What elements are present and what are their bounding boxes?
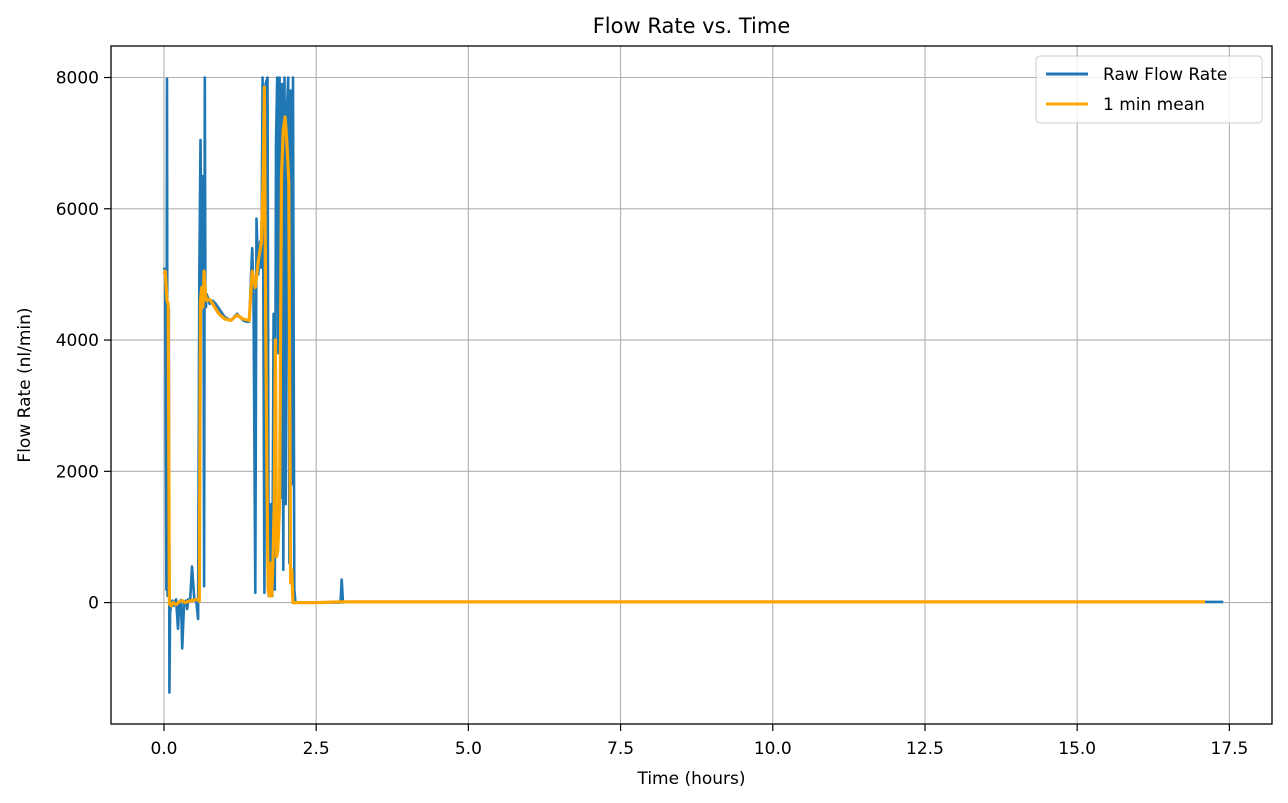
axis-ticks: 0.0 2.5 5.0 7.5 10.0 12.5 15.0 17.5 0 2000 4000 600… [56, 69, 1249, 759]
legend-label-1-min-mean: 1 min mean [1103, 95, 1205, 115]
x-tick-label: 7.5 [607, 739, 634, 759]
x-tick-label: 5.0 [455, 739, 482, 759]
y-axis-label: Flow Rate (nl/min) [15, 307, 35, 462]
x-axis-label: Time (hours) [636, 769, 745, 789]
series-line-1-min-mean [162, 85, 1205, 608]
x-tick-label: 0.0 [150, 739, 177, 759]
y-tick-label: 8000 [56, 69, 99, 89]
x-tick-label: 12.5 [906, 739, 944, 759]
x-tick-label: 2.5 [303, 739, 330, 759]
plot-frame [110, 45, 1273, 725]
y-tick-label: 2000 [56, 462, 99, 482]
x-tick-label: 17.5 [1210, 739, 1248, 759]
x-tick-label: 10.0 [754, 739, 792, 759]
x-tick-label: 15.0 [1058, 739, 1096, 759]
y-tick-label: 6000 [56, 200, 99, 220]
y-tick-label: 4000 [56, 331, 99, 351]
y-tick-label: 0 [88, 594, 99, 614]
chart-title: Flow Rate vs. Time [593, 14, 791, 38]
legend: Raw Flow Rate 1 min mean [1035, 55, 1263, 124]
legend-box [1035, 55, 1263, 124]
legend-label-raw-flow-rate: Raw Flow Rate [1103, 65, 1227, 85]
data-series-layer [162, 76, 1224, 694]
